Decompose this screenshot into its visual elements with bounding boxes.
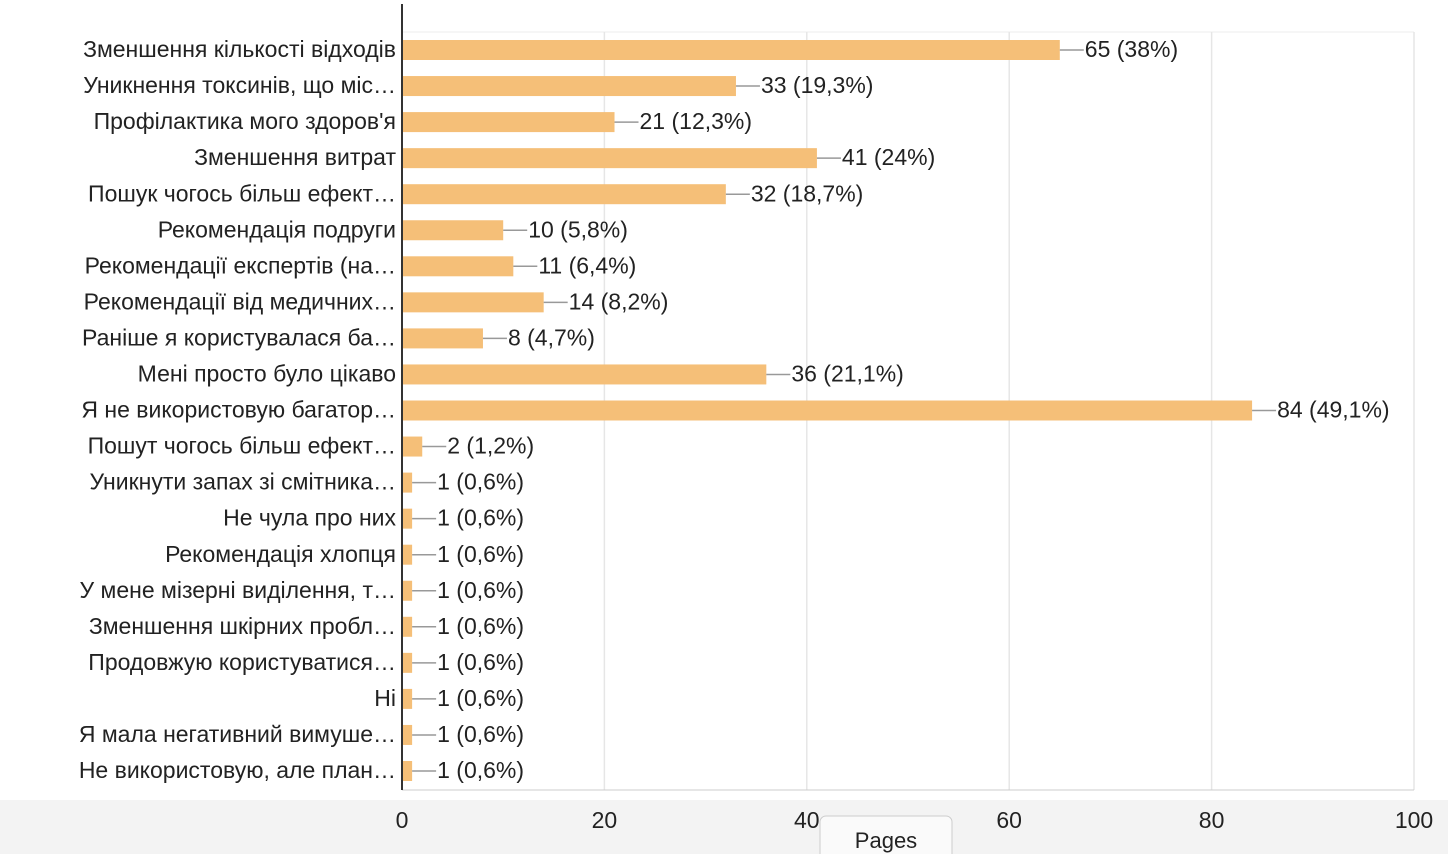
data-label: 1 (0,6%) <box>437 577 524 603</box>
data-label: 21 (12,3%) <box>640 108 753 134</box>
data-label: 84 (49,1%) <box>1277 397 1390 423</box>
data-label: 1 (0,6%) <box>437 613 524 639</box>
bar <box>402 328 483 349</box>
y-tick-label: Пошут чогось більш ефект… <box>88 433 396 459</box>
data-label: 1 (0,6%) <box>437 469 524 495</box>
data-label: 10 (5,8%) <box>528 216 628 242</box>
y-tick-label: Пошук чогось більш ефект… <box>88 180 396 206</box>
data-label: 65 (38%) <box>1085 36 1178 62</box>
y-tick-label: Раніше я користувалася ба… <box>82 324 396 350</box>
x-tick-label: 100 <box>1395 807 1433 833</box>
y-tick-label: Рекомендація хлопця <box>165 541 396 567</box>
bar <box>402 112 615 133</box>
data-label: 1 (0,6%) <box>437 541 524 567</box>
data-label: 1 (0,6%) <box>437 721 524 747</box>
pages-tab: Pages <box>855 828 917 853</box>
bar <box>402 508 413 529</box>
y-tick-label: Не використовую, але план… <box>79 757 396 783</box>
data-label: 14 (8,2%) <box>569 288 669 314</box>
data-label: 1 (0,6%) <box>437 685 524 711</box>
data-label: 32 (18,7%) <box>751 180 864 206</box>
data-label: 1 (0,6%) <box>437 505 524 531</box>
bar <box>402 616 413 637</box>
x-tick-label: 20 <box>592 807 618 833</box>
bar <box>402 292 544 313</box>
bar <box>402 544 413 565</box>
bar <box>402 761 413 781</box>
bar <box>402 580 413 601</box>
data-label: 11 (6,4%) <box>538 252 636 278</box>
bar <box>402 148 817 169</box>
pages-tab-bg <box>819 815 953 854</box>
bar <box>402 688 413 709</box>
data-label: 1 (0,6%) <box>437 649 524 675</box>
data-label: 1 (0,6%) <box>437 757 524 783</box>
bar <box>402 184 726 205</box>
y-tick-label: Я не використовую багатор… <box>81 397 396 423</box>
bar <box>402 40 1060 60</box>
x-tick-label: 60 <box>996 807 1022 833</box>
bar <box>402 652 413 673</box>
y-tick-label: Продовжую користуватися… <box>88 649 396 675</box>
bar <box>402 724 413 745</box>
x-tick-label: 40 <box>794 807 820 833</box>
y-tick-label: Рекомендація подруги <box>158 216 396 242</box>
y-tick-label: Зменшення шкірних пробл… <box>89 613 396 639</box>
y-tick-label: Ні <box>374 685 396 711</box>
y-tick-label: Не чула про них <box>223 505 396 531</box>
y-tick-label: Я мала негативний вимуше… <box>79 721 396 747</box>
bar <box>402 76 736 97</box>
y-tick-label: Рекомендації від медичних… <box>84 288 396 314</box>
data-label: 36 (21,1%) <box>791 361 904 387</box>
y-tick-label: Зменшення витрат <box>194 144 396 170</box>
x-tick-label: 80 <box>1199 807 1225 833</box>
y-tick-label: Зменшення кількості відходів <box>83 36 396 62</box>
data-label: 41 (24%) <box>842 144 935 170</box>
bar <box>402 472 413 493</box>
bar <box>402 364 767 385</box>
data-label: 33 (19,3%) <box>761 72 874 98</box>
data-label: 2 (1,2%) <box>447 433 534 459</box>
y-tick-label: Рекомендації експертів (на… <box>85 252 396 278</box>
bar <box>402 256 514 277</box>
bar <box>402 400 1253 421</box>
y-tick-label: У мене мізерні виділення, т… <box>80 577 396 603</box>
y-tick-label: Уникнення токсинів, що міс… <box>83 72 396 98</box>
y-tick-label: Мені просто було цікаво <box>138 361 396 387</box>
data-label: 8 (4,7%) <box>508 324 595 350</box>
footer-band <box>0 800 1448 854</box>
bar <box>402 436 423 457</box>
y-tick-label: Профілактика мого здоров'я <box>94 108 396 134</box>
x-tick-label: 0 <box>396 807 409 833</box>
bar <box>402 220 504 241</box>
y-tick-label: Уникнути запах зі смітника… <box>89 469 396 495</box>
